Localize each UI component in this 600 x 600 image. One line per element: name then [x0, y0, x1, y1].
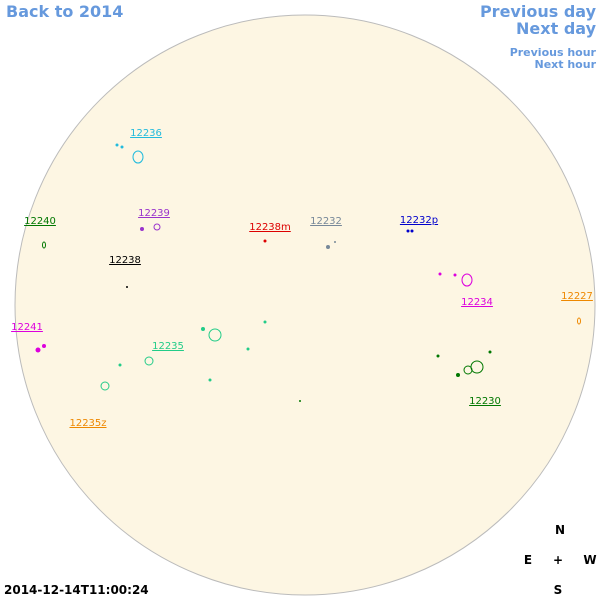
region-label[interactable]: 12238m — [249, 222, 291, 233]
solar-disk — [14, 14, 596, 596]
compass: N E + W S — [524, 523, 597, 597]
compass-south: S — [554, 583, 563, 597]
previous-hour-link[interactable]: Previous hour — [510, 46, 597, 59]
region-label[interactable]: 12236 — [130, 128, 162, 139]
region-label[interactable]: 12241 — [11, 322, 43, 333]
region-label[interactable]: 12232 — [310, 216, 342, 227]
region-label[interactable]: 12232p — [400, 215, 438, 226]
timestamp: 2014-12-14T11:00:24 — [4, 583, 149, 597]
next-hour-link[interactable]: Next hour — [535, 58, 597, 71]
compass-east: E — [524, 553, 532, 567]
back-link[interactable]: Back to 2014 — [6, 2, 123, 21]
compass-center: + — [553, 553, 563, 567]
region-label[interactable]: 12235 — [152, 341, 184, 352]
region-label[interactable]: 12235z — [69, 418, 106, 429]
navigation: Back to 2014 Previous day Next day Previ… — [6, 2, 597, 71]
spots — [35, 143, 581, 402]
region-label[interactable]: 12239 — [138, 208, 170, 219]
region-label[interactable]: 12240 — [24, 216, 56, 227]
next-day-link[interactable]: Next day — [516, 19, 597, 38]
previous-day-link[interactable]: Previous day — [480, 2, 597, 21]
region-labels: 12236 12239 12240 12238m 12232 12232p 12… — [11, 128, 593, 429]
region-label[interactable]: 12230 — [469, 396, 501, 407]
compass-north: N — [555, 523, 565, 537]
region-label[interactable]: 12238 — [109, 255, 141, 266]
compass-west: W — [583, 553, 596, 567]
region-label[interactable]: 12234 — [461, 297, 493, 308]
region-label[interactable]: 12227 — [561, 291, 593, 302]
